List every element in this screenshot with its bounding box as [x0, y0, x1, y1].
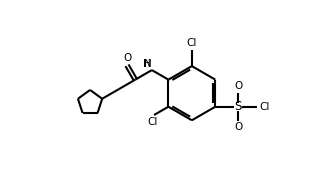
- Text: Cl: Cl: [148, 117, 158, 127]
- Text: O: O: [123, 53, 131, 63]
- Text: N: N: [144, 59, 152, 69]
- Text: H: H: [142, 59, 150, 69]
- Text: Cl: Cl: [259, 102, 269, 112]
- Text: O: O: [234, 122, 242, 132]
- Text: Cl: Cl: [187, 38, 197, 48]
- Text: O: O: [234, 81, 242, 91]
- Text: S: S: [235, 100, 242, 113]
